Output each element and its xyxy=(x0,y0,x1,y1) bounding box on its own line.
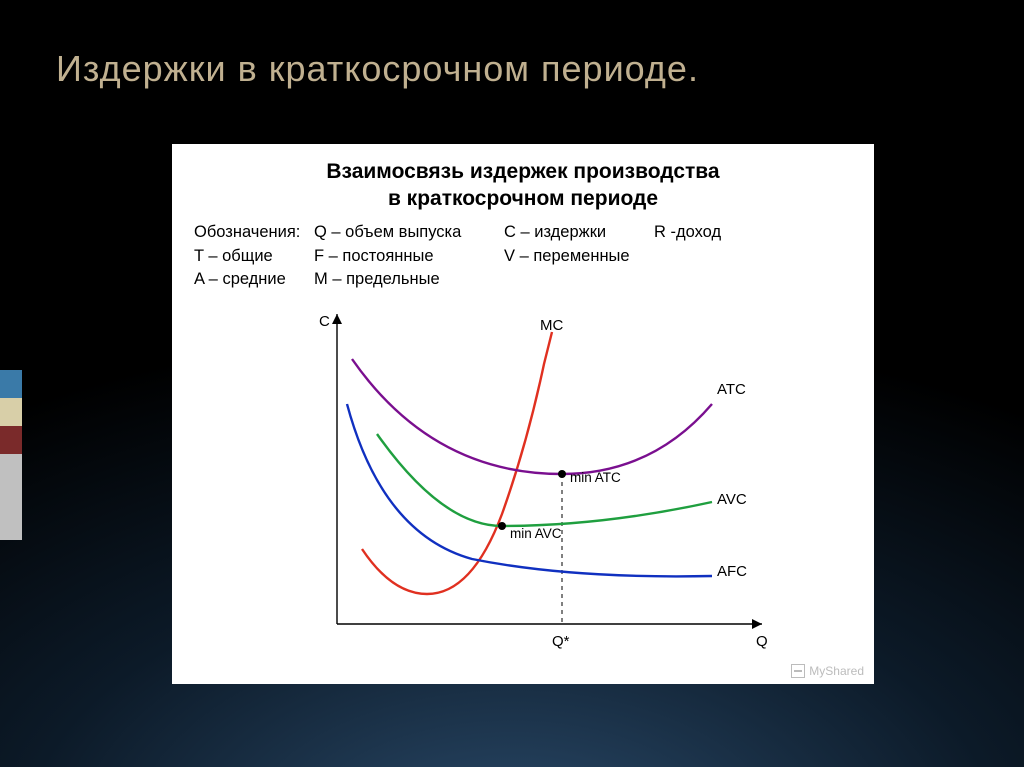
chart-panel: Взаимосвязь издержек производства в крат… xyxy=(172,144,874,684)
watermark-icon xyxy=(791,664,805,678)
panel-title-line2: в краткосрочном периоде xyxy=(388,187,658,210)
legend-cell: Обозначения: xyxy=(194,221,314,245)
side-mark-segment xyxy=(0,426,22,454)
x-axis-label: Q xyxy=(756,633,768,650)
legend-row: A – средниеM – предельные xyxy=(194,268,852,292)
slide-title: Издержки в краткосрочном периоде. xyxy=(56,48,699,90)
side-mark-segment xyxy=(0,454,22,540)
legend-cell: C – издержки xyxy=(504,221,654,245)
watermark: MyShared xyxy=(791,664,864,678)
panel-title-line1: Взаимосвязь издержек производства xyxy=(326,160,719,183)
legend-cell: A – средние xyxy=(194,268,314,292)
curve-label-AVC: AVC xyxy=(717,491,747,508)
y-axis-arrow xyxy=(332,314,342,324)
legend-row: Обозначения:Q – объем выпускаC – издержк… xyxy=(194,221,852,245)
curve-AFC xyxy=(347,404,712,576)
legend-block: Обозначения:Q – объем выпускаC – издержк… xyxy=(194,221,852,293)
intersection-label-min_AVC: min AVC xyxy=(510,526,562,541)
side-mark-segment xyxy=(0,398,22,426)
q-star-label: Q* xyxy=(552,633,570,650)
side-mark-segment xyxy=(0,370,22,398)
cost-curves-chart: C Q Q* MC ATC AVC AFC min ATC min AVC xyxy=(172,304,874,674)
legend-cell: M – предельные xyxy=(314,268,504,292)
y-axis-label: C xyxy=(319,313,330,330)
panel-title: Взаимосвязь издержек производства в крат… xyxy=(194,158,852,213)
side-color-marks xyxy=(0,370,22,590)
curve-label-AFC: AFC xyxy=(717,563,747,580)
legend-cell: R -доход xyxy=(654,221,774,245)
x-axis-arrow xyxy=(752,619,762,629)
legend-cell: F – постоянные xyxy=(314,245,504,269)
legend-cell: Q – объем выпуска xyxy=(314,221,504,245)
watermark-text: MyShared xyxy=(809,664,864,678)
intersection-label-min_ATC: min ATC xyxy=(570,470,621,485)
legend-row: T – общиеF – постоянныеV – переменные xyxy=(194,245,852,269)
chart-holder: C Q Q* MC ATC AVC AFC min ATC min AVC xyxy=(172,304,874,684)
legend-cell: V – переменные xyxy=(504,245,694,269)
curve-label-MC: MC xyxy=(540,317,563,334)
intersection-dot-min_ATC xyxy=(558,470,566,478)
curve-label-ATC: ATC xyxy=(717,381,746,398)
legend-cell: T – общие xyxy=(194,245,314,269)
intersection-dot-min_AVC xyxy=(498,522,506,530)
